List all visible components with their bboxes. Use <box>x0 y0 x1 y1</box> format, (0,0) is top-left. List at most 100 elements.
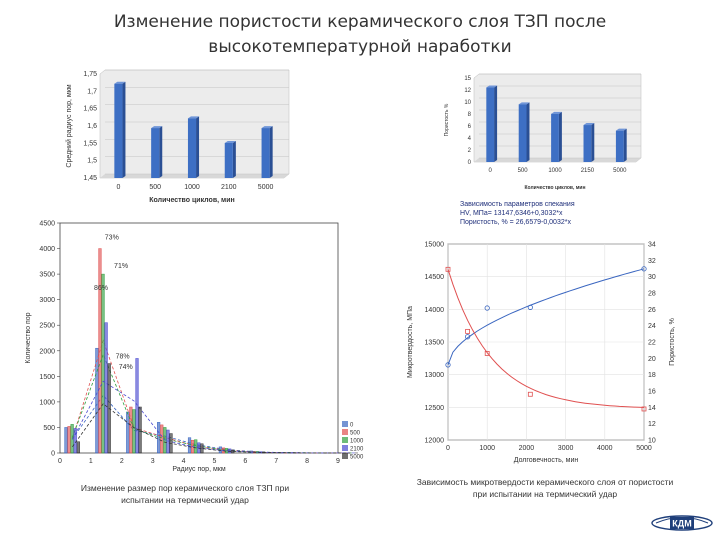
page-title: Изменение пористости керамического слоя … <box>60 10 660 60</box>
y2-tick-label: 10 <box>648 438 656 445</box>
percent-label: 71% <box>114 263 128 270</box>
x-tick-label: 8 <box>305 458 309 465</box>
bar <box>261 128 270 178</box>
chart-porosity: 0 2 4 6 8 10 12 15 0 500 1000 2150 5000 Количество ци… <box>436 70 646 192</box>
y-tick-label: 12 <box>464 88 471 94</box>
bar-top <box>583 123 595 126</box>
x-tick-label: 2100 <box>221 184 237 191</box>
histogram-bar <box>129 406 133 454</box>
x-tick-label: 4000 <box>597 445 613 452</box>
x-tick-label: 5000 <box>258 184 274 191</box>
histogram-bar <box>157 422 161 454</box>
chart-porosity-svg: 0 2 4 6 8 10 12 15 0 500 1000 2150 5000 Количество ци… <box>436 70 646 192</box>
bar-side <box>122 81 126 178</box>
y-tick-label: 3000 <box>39 297 55 304</box>
y-tick-label: 1000 <box>39 399 55 406</box>
x-tick-label: 1 <box>89 458 93 465</box>
data-point <box>527 391 533 397</box>
title-line-2: высокотемпературной наработки <box>208 37 512 57</box>
histogram-bar <box>73 428 77 454</box>
title-line-1: Изменение пористости керамического слоя … <box>113 12 607 32</box>
y-tick-label: 4500 <box>39 221 55 228</box>
legend-label: 0 <box>350 423 354 429</box>
histogram-bar <box>126 411 130 454</box>
y-axis-label: Микротвердость, МПа <box>407 306 414 378</box>
y-tick-label: 1,65 <box>83 106 97 113</box>
chart-pore-radius-svg: 1,45 1,5 1,55 1,6 1,65 1,7 1,75 0 500 1000 2100 500… <box>62 60 290 205</box>
histogram-bar <box>104 322 108 454</box>
y2-tick-label: 24 <box>648 323 656 330</box>
bar-side <box>196 116 200 178</box>
x-tick-label: 0 <box>489 168 493 174</box>
y-tick-label: 0 <box>51 451 55 458</box>
y-tick-label: 3500 <box>39 272 55 279</box>
bar-top <box>187 116 200 119</box>
data-point <box>527 304 533 310</box>
fit-curve <box>447 268 645 366</box>
x-tick-label: 500 <box>149 184 161 191</box>
caption-left: Изменение размер пор керамического слоя … <box>80 483 290 505</box>
histogram-bar <box>64 427 68 454</box>
y-tick-label: 2500 <box>39 323 55 330</box>
x-tick-label: 2 <box>120 458 124 465</box>
chart-title-line: Пористость, % = 26,6579-0,0032*x <box>460 219 571 226</box>
chart-pore-radius: 1,45 1,5 1,55 1,6 1,65 1,7 1,75 0 500 1000 2100 500… <box>62 60 290 205</box>
y-tick-label: 1,55 <box>83 140 97 147</box>
bar <box>486 87 495 162</box>
y-axis-label: Пористость % <box>444 103 450 136</box>
y-tick-label: 1,7 <box>87 88 97 95</box>
y-tick-label: 12500 <box>425 405 445 412</box>
y-tick-label: 12000 <box>425 438 445 445</box>
x-tick-label: 3 <box>151 458 155 465</box>
x-tick-label: 0 <box>446 445 450 452</box>
histogram-bar <box>132 409 136 454</box>
x-tick-label: 4 <box>182 458 186 465</box>
x-tick-label: 5000 <box>636 445 652 452</box>
legend-swatch <box>342 421 348 427</box>
bar-top <box>551 111 562 114</box>
x-tick-label: 0 <box>58 458 62 465</box>
y-axis-label: Средний радиус пор, мкм <box>65 84 73 167</box>
x-axis-label: Радиус пор, мкм <box>172 466 226 473</box>
legend-label: 1000 <box>350 439 364 445</box>
histogram-bar <box>95 347 99 454</box>
y-tick-label: 2 <box>468 148 472 154</box>
y2-tick-label: 18 <box>648 372 656 379</box>
bar <box>187 118 197 178</box>
bar-side <box>591 123 595 162</box>
y2-tick-label: 16 <box>648 389 656 396</box>
chart-title-line: HV, МПа= 13147,6346+0,3032*x <box>460 210 563 217</box>
y-tick-label: 14000 <box>425 307 445 314</box>
chart-hardness-porosity-svg: Зависимость параметров спекания HV, МПа= … <box>400 196 684 470</box>
legend-swatch <box>342 429 348 435</box>
y-tick-label: 8 <box>468 112 472 118</box>
histogram-bar <box>135 358 139 454</box>
data-point <box>484 305 490 311</box>
y-tick-label: 500 <box>43 425 55 432</box>
x-tick-label: 5000 <box>613 168 627 174</box>
y2-tick-label: 28 <box>648 291 656 298</box>
y-tick-label: 15 <box>464 76 471 82</box>
distribution-curve <box>72 403 351 454</box>
bar-side <box>232 140 236 178</box>
bar <box>518 104 527 162</box>
histogram-bar <box>101 273 105 454</box>
y2-tick-label: 32 <box>648 258 656 265</box>
y-tick-label: 13500 <box>425 340 445 347</box>
percent-label: 73% <box>105 234 119 241</box>
data-point <box>484 351 490 356</box>
x-tick-label: 7 <box>274 458 278 465</box>
x-axis-label: Количество циклов, мин <box>524 185 585 191</box>
histogram-bar <box>67 426 71 454</box>
y2-tick-label: 26 <box>648 307 656 314</box>
chart-hardness-porosity: Зависимость параметров спекания HV, МПа= … <box>400 196 684 470</box>
x-tick-label: 0 <box>116 184 120 191</box>
bar <box>151 128 160 178</box>
data-point <box>465 328 470 334</box>
legend-label: 500 <box>350 431 361 437</box>
bar-side <box>159 126 163 178</box>
bar <box>583 125 592 162</box>
x-tick-label: 2000 <box>519 445 535 452</box>
y2-tick-label: 12 <box>648 421 656 428</box>
